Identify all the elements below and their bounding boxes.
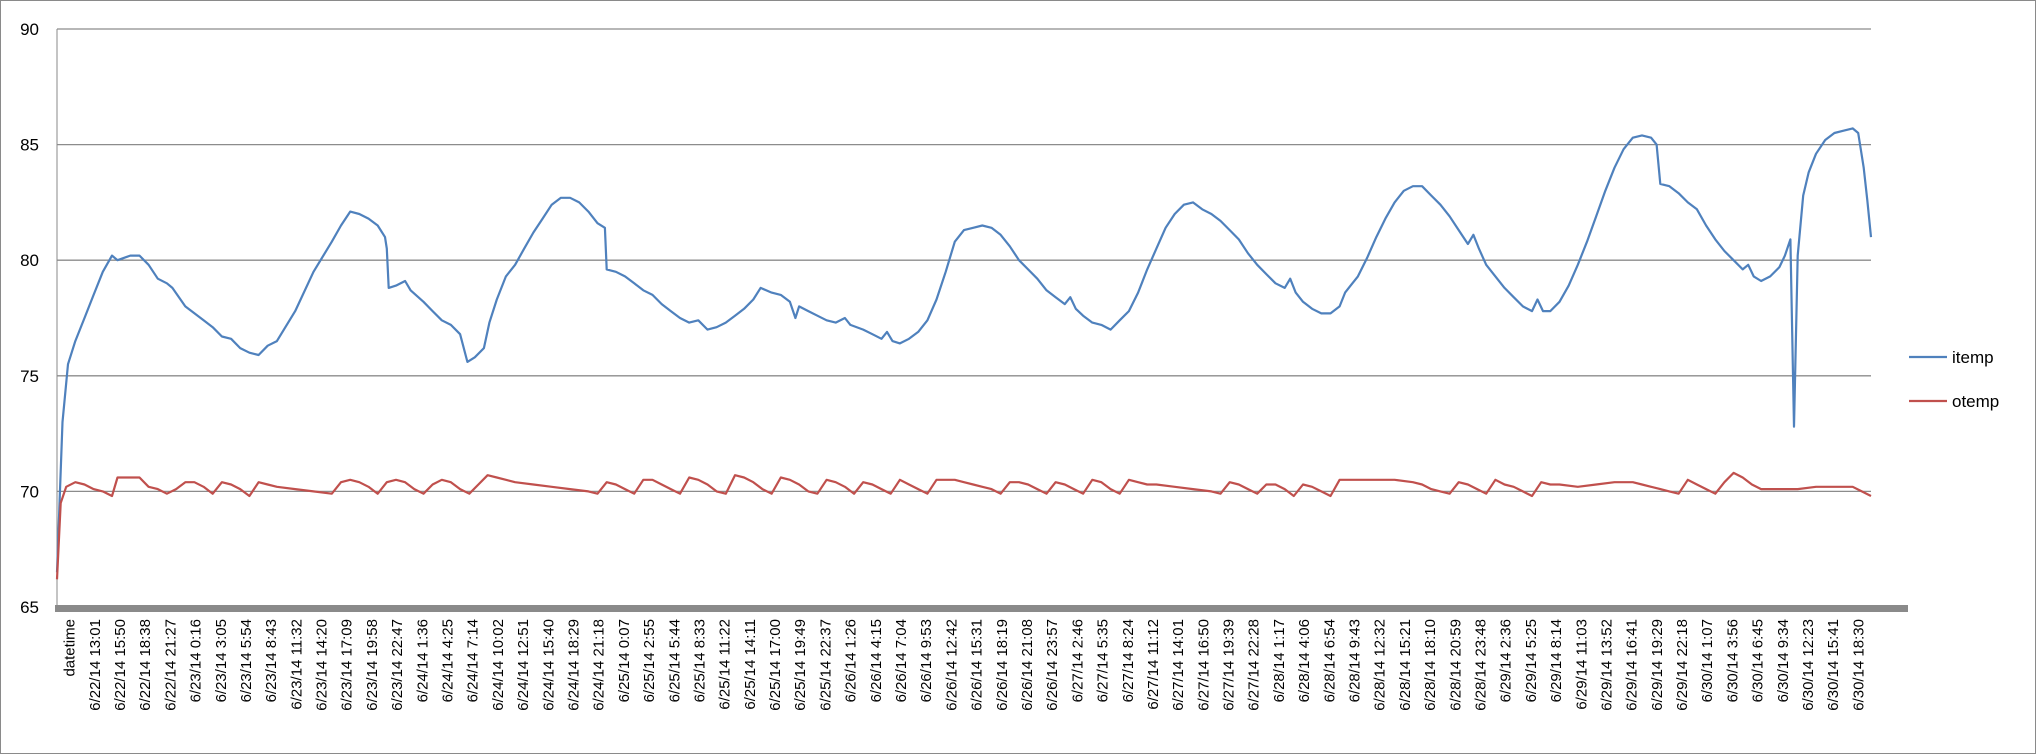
- x-category-label: 6/28/14 1:17: [1271, 619, 1288, 702]
- x-category-label: 6/25/14 8:33: [691, 619, 708, 702]
- y-axis-ticks: 65 70 75 80 85 90: [20, 20, 39, 617]
- x-category-label: 6/27/14 16:50: [1195, 619, 1212, 711]
- x-category-label: 6/30/14 3:56: [1724, 619, 1741, 702]
- x-category-label: 6/26/14 1:26: [843, 619, 860, 702]
- y-tick-label: 70: [20, 482, 39, 501]
- x-category-label: 6/25/14 5:44: [666, 619, 683, 702]
- x-category-label: 6/23/14 22:47: [389, 619, 406, 711]
- x-category-label: 6/22/14 15:50: [112, 619, 129, 711]
- x-category-label: datetime: [62, 619, 79, 677]
- y-tick-label: 80: [20, 251, 39, 270]
- x-category-label: 6/27/14 2:46: [1069, 619, 1086, 702]
- y-tick-label: 90: [20, 20, 39, 39]
- x-category-label: 6/24/14 18:29: [565, 619, 582, 711]
- x-category-label: 6/23/14 0:16: [188, 619, 205, 702]
- x-category-label: 6/28/14 15:21: [1397, 619, 1414, 711]
- x-category-label: 6/26/14 21:08: [1019, 619, 1036, 711]
- x-category-label: 6/27/14 11:12: [1145, 619, 1162, 710]
- x-category-label: 6/28/14 12:32: [1372, 619, 1389, 711]
- legend-label-itemp: itemp: [1952, 348, 1994, 367]
- x-category-label: 6/26/14 4:15: [868, 619, 885, 702]
- x-category-label: 6/29/14 16:41: [1624, 619, 1641, 711]
- x-category-label: 6/28/14 9:43: [1347, 619, 1364, 702]
- x-category-label: 6/25/14 14:11: [742, 619, 759, 710]
- x-category-label: 6/29/14 5:25: [1523, 619, 1540, 702]
- x-category-label: 6/26/14 9:53: [918, 619, 935, 702]
- x-category-label: 6/22/14 13:01: [87, 619, 104, 711]
- x-category-label: 6/27/14 14:01: [1170, 619, 1187, 711]
- x-category-label: 6/23/14 19:58: [364, 619, 381, 711]
- x-category-label: 6/29/14 22:18: [1674, 619, 1691, 711]
- x-category-label: 6/24/14 1:36: [414, 619, 431, 702]
- x-category-label: 6/24/14 7:14: [465, 619, 482, 702]
- x-category-label: 6/22/14 21:27: [162, 619, 179, 711]
- x-category-label: 6/26/14 18:19: [994, 619, 1011, 711]
- legend: itemp otemp: [1909, 348, 1999, 411]
- x-category-label: 6/27/14 22:28: [1246, 619, 1263, 711]
- x-category-label: 6/26/14 23:57: [1044, 619, 1061, 711]
- x-category-label: 6/26/14 12:42: [943, 619, 960, 711]
- legend-label-otemp: otemp: [1952, 392, 1999, 411]
- x-category-label: 6/26/14 15:31: [969, 619, 986, 711]
- x-category-label: 6/25/14 2:55: [641, 619, 658, 702]
- x-category-label: 6/29/14 11:03: [1573, 619, 1590, 710]
- x-category-label: 6/23/14 5:54: [238, 619, 255, 702]
- x-category-label: 6/28/14 6:54: [1321, 619, 1338, 702]
- x-category-label: 6/27/14 5:35: [1095, 619, 1112, 702]
- x-category-label: 6/29/14 13:52: [1598, 619, 1615, 711]
- x-category-label: 6/29/14 2:36: [1498, 619, 1515, 702]
- y-tick-label: 65: [20, 598, 39, 617]
- x-category-label: 6/30/14 6:45: [1750, 619, 1767, 702]
- x-category-label: 6/23/14 8:43: [263, 619, 280, 702]
- x-category-label: 6/24/14 12:51: [515, 619, 532, 711]
- x-category-label: 6/28/14 18:10: [1422, 619, 1439, 711]
- x-category-label: 6/29/14 19:29: [1649, 619, 1666, 711]
- gridlines: [57, 28, 1871, 493]
- x-category-label: 6/26/14 7:04: [893, 619, 910, 702]
- x-category-label: 6/24/14 4:25: [440, 619, 457, 702]
- x-category-label: 6/25/14 19:49: [792, 619, 809, 711]
- y-tick-label: 75: [20, 367, 39, 386]
- x-category-label: 6/23/14 17:09: [339, 619, 356, 711]
- x-category-label: 6/28/14 20:59: [1447, 619, 1464, 711]
- x-category-label: 6/24/14 15:40: [540, 619, 557, 711]
- x-category-label: 6/28/14 23:48: [1472, 619, 1489, 711]
- x-category-label: 6/25/14 0:07: [616, 619, 633, 702]
- x-axis-category-labels: datetime 6/22/14 13:01 6/22/14 15:50 6/22/1…: [62, 619, 1868, 711]
- x-category-label: 6/25/14 22:37: [817, 619, 834, 711]
- x-category-label: 6/30/14 1:07: [1699, 619, 1716, 702]
- x-category-label: 6/30/14 15:41: [1825, 619, 1842, 711]
- x-category-label: 6/29/14 8:14: [1548, 619, 1565, 702]
- x-category-label: 6/25/14 17:00: [767, 619, 784, 711]
- x-category-label: 6/30/14 18:30: [1850, 619, 1867, 711]
- x-category-label: 6/30/14 9:34: [1775, 619, 1792, 702]
- x-category-label: 6/27/14 19:39: [1221, 619, 1238, 711]
- series-line-otemp: [55, 471, 1872, 580]
- x-category-label: 6/24/14 10:02: [490, 619, 507, 711]
- series-lines: [55, 127, 1873, 580]
- y-tick-label: 85: [20, 136, 39, 155]
- x-category-label: 6/23/14 3:05: [213, 619, 230, 702]
- x-category-label: 6/24/14 21:18: [591, 619, 608, 711]
- x-category-label: 6/23/14 14:20: [314, 619, 331, 711]
- series-line-itemp: [55, 127, 1873, 573]
- x-category-label: 6/27/14 8:24: [1120, 619, 1137, 702]
- x-category-label: 6/28/14 4:06: [1296, 619, 1313, 702]
- x-axis-line: [55, 605, 1908, 612]
- x-category-label: 6/23/14 11:32: [288, 619, 305, 710]
- x-category-label: 6/22/14 18:38: [137, 619, 154, 711]
- x-category-label: 6/25/14 11:22: [717, 619, 734, 710]
- x-category-label: 6/30/14 12:23: [1800, 619, 1817, 711]
